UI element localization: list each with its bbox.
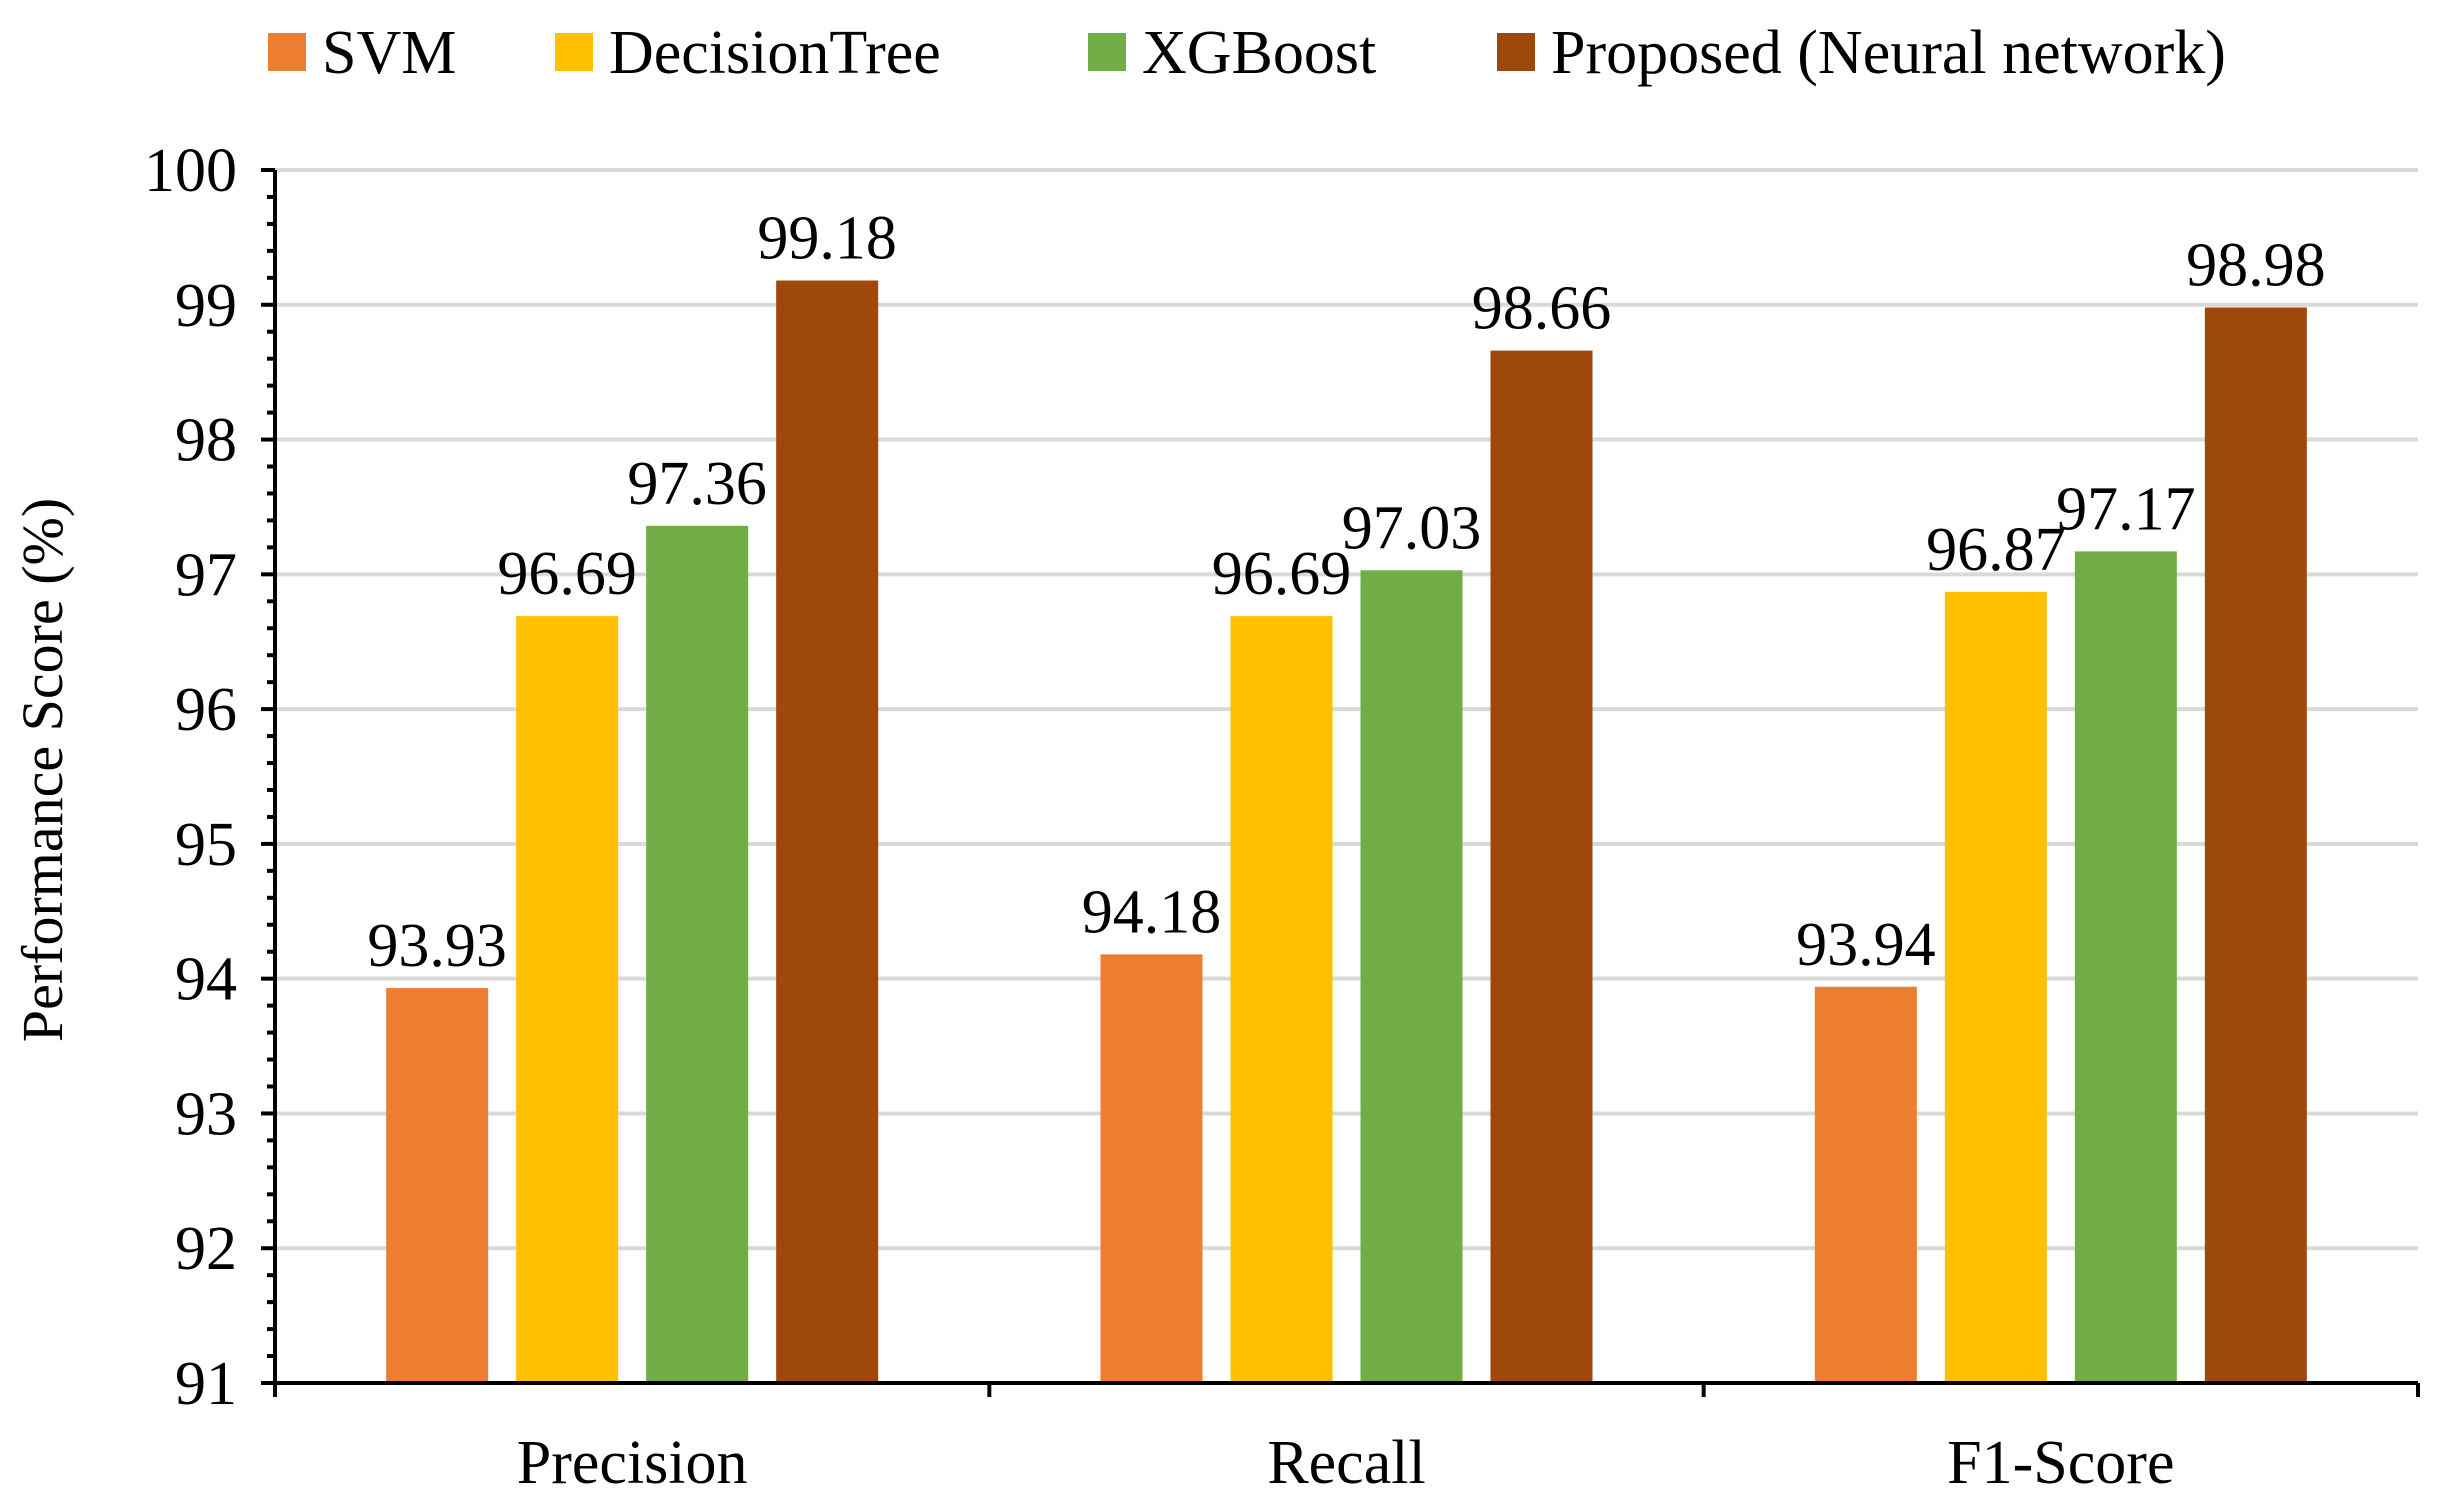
data-label: 96.69 <box>497 540 637 608</box>
y-axis-title: Performance Score (%) <box>10 498 75 1042</box>
x-category-label: Recall <box>1267 1429 1425 1497</box>
data-label: 98.66 <box>1472 275 1612 343</box>
legend-swatch <box>1088 33 1126 71</box>
bar-xgboost-precision <box>646 525 749 1383</box>
bar-xgboost-f1-score <box>2074 551 2177 1383</box>
y-tick-label: 94 <box>175 946 237 1014</box>
bar-svm-recall <box>1100 954 1203 1383</box>
data-label: 93.93 <box>367 912 507 980</box>
x-category-label: Precision <box>517 1429 748 1497</box>
legend: SVM DecisionTree XGBoost Proposed (Neural n… <box>268 19 2226 87</box>
y-tick-label: 93 <box>175 1080 237 1148</box>
data-label: 96.87 <box>1926 516 2066 584</box>
y-tick-label: 100 <box>144 137 237 205</box>
gridlines <box>275 168 2418 1251</box>
data-label: 98.98 <box>2186 231 2326 299</box>
legend-swatch <box>1497 33 1535 71</box>
y-tick-label: 95 <box>175 811 237 879</box>
bar-decisiontree-f1-score <box>1944 591 2047 1383</box>
data-label: 97.03 <box>1342 494 1482 562</box>
y-tick-label: 92 <box>175 1215 237 1283</box>
y-tick-label: 98 <box>175 407 237 475</box>
x-category-labels: Precision Recall F1-Score <box>517 1429 2175 1497</box>
data-labels: 93.9396.6997.3699.1894.1896.6997.0398.66… <box>367 205 2325 981</box>
legend-label: SVM <box>322 19 456 87</box>
y-tick-label: 91 <box>175 1350 237 1418</box>
y-tick-labels: 91 92 93 94 95 96 97 98 99 100 <box>144 137 237 1418</box>
data-label: 94.18 <box>1082 878 1222 946</box>
bar-svm-f1-score <box>1814 986 1917 1383</box>
y-tick-label: 97 <box>175 541 237 609</box>
data-label: 96.69 <box>1212 540 1352 608</box>
bar-xgboost-recall <box>1360 570 1463 1383</box>
bar-svm-precision <box>386 988 489 1383</box>
bar-decisiontree-recall <box>1230 616 1333 1383</box>
bar-proposed-neural-network--f1-score <box>2204 307 2307 1383</box>
data-label: 97.17 <box>2056 475 2196 543</box>
legend-label: DecisionTree <box>609 19 941 87</box>
legend-swatch <box>268 33 306 71</box>
legend-label: Proposed (Neural network) <box>1551 19 2226 87</box>
y-tick-label: 99 <box>175 272 237 340</box>
y-tick-label: 96 <box>175 676 237 744</box>
legend-label: XGBoost <box>1142 19 1376 87</box>
axes <box>261 168 2420 1397</box>
bar-decisiontree-precision <box>516 616 619 1383</box>
bar-proposed-neural-network--recall <box>1490 350 1593 1383</box>
data-label: 99.18 <box>757 205 897 273</box>
x-category-label: F1-Score <box>1947 1429 2174 1497</box>
data-label: 97.36 <box>627 450 767 518</box>
data-label: 93.94 <box>1796 911 1936 979</box>
legend-swatch <box>555 33 593 71</box>
bars <box>386 280 2307 1383</box>
bar-proposed-neural-network--precision <box>776 280 879 1383</box>
